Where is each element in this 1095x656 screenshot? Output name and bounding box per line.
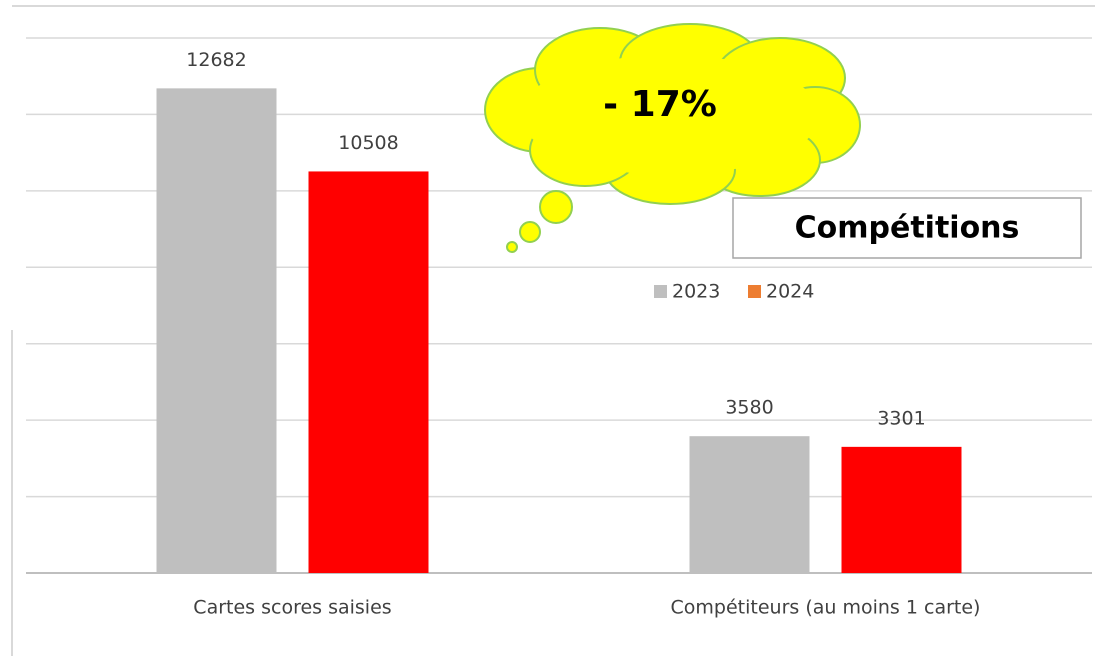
legend-label: 2024	[766, 281, 814, 303]
legend-label: 2023	[672, 281, 720, 303]
data-label: 12682	[186, 49, 246, 71]
bar	[157, 88, 277, 573]
x-tick-label: Compétiteurs (au moins 1 carte)	[671, 597, 981, 619]
data-label: 3301	[877, 407, 925, 429]
chart: - 17% Compétitions 2023 2024 Cartes score…	[0, 0, 1095, 656]
annotation: - 17%	[603, 84, 717, 125]
bar	[309, 171, 429, 573]
bar	[842, 447, 962, 573]
legend-swatch	[748, 285, 761, 298]
data-label: 3580	[725, 397, 773, 419]
bar	[690, 436, 810, 573]
chart-title: Compétitions	[795, 211, 1020, 246]
page: - 17% Compétitions 2023 2024 Cartes score…	[0, 0, 1095, 656]
legend-swatch	[654, 285, 667, 298]
x-tick-label: Cartes scores saisies	[193, 597, 391, 619]
data-label: 10508	[338, 132, 398, 154]
